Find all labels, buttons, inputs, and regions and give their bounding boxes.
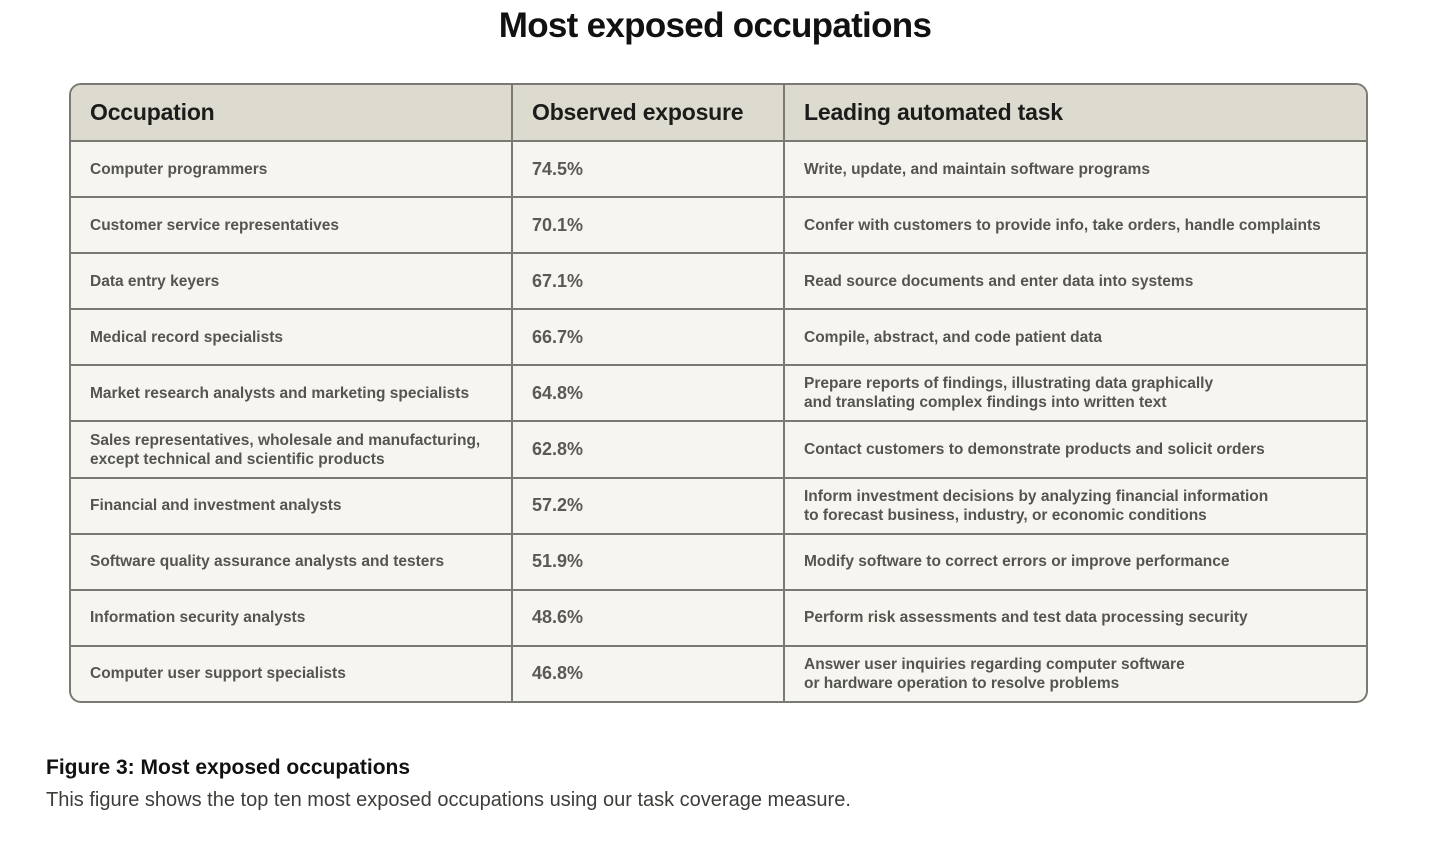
exposure-cell: 62.8% (512, 421, 785, 479)
exposure-cell: 48.6% (512, 589, 785, 647)
exposure-cell: 66.7% (512, 309, 785, 367)
table-row: Computer programmers 74.5% Write, update… (71, 141, 1366, 199)
exposure-cell: 64.8% (512, 365, 785, 423)
table-row: Data entry keyers 67.1% Read source docu… (71, 253, 1366, 311)
table-header-row: Occupation Observed exposure Leading aut… (71, 85, 1366, 142)
occupation-cell: Information security analysts (71, 589, 513, 647)
table-row: Sales representatives, wholesale and man… (71, 421, 1366, 479)
exposure-cell: 57.2% (512, 477, 785, 535)
figure-title: Most exposed occupations (498, 6, 932, 45)
figure-caption-title: Figure 3: Most exposed occupations (46, 756, 411, 779)
exposure-cell: 74.5% (512, 141, 785, 199)
table-body: Computer programmers 74.5% Write, update… (71, 141, 1366, 701)
table-row: Market research analysts and marketing s… (71, 365, 1366, 423)
exposure-cell: 70.1% (512, 197, 785, 255)
occupation-cell: Computer programmers (71, 141, 513, 199)
table-row: Computer user support specialists 46.8% … (71, 645, 1366, 701)
task-cell: Compile, abstract, and code patient data (784, 309, 1366, 367)
table-row: Information security analysts 48.6% Perf… (71, 589, 1366, 647)
occupation-cell: Customer service representatives (71, 197, 513, 255)
table-row: Medical record specialists 66.7% Compile… (71, 309, 1366, 367)
occupation-cell: Market research analysts and marketing s… (71, 365, 513, 423)
task-cell: Write, update, and maintain software pro… (784, 141, 1366, 199)
task-cell: Read source documents and enter data int… (784, 253, 1366, 311)
occupation-cell: Financial and investment analysts (71, 477, 513, 535)
column-header-occupation: Occupation (71, 85, 513, 142)
figure-caption-text: This figure shows the top ten most expos… (46, 789, 851, 811)
table-row: Software quality assurance analysts and … (71, 533, 1366, 591)
occupation-cell: Data entry keyers (71, 253, 513, 311)
task-cell: Prepare reports of findings, illustratin… (784, 365, 1366, 423)
exposure-table-grid: Occupation Observed exposure Leading aut… (71, 85, 1366, 701)
occupation-cell: Software quality assurance analysts and … (71, 533, 513, 591)
exposure-cell: 46.8% (512, 645, 785, 701)
exposure-cell: 51.9% (512, 533, 785, 591)
task-cell: Modify software to correct errors or imp… (784, 533, 1366, 591)
task-cell: Inform investment decisions by analyzing… (784, 477, 1366, 535)
column-header-observed-exposure: Observed exposure (512, 85, 785, 142)
task-cell: Confer with customers to provide info, t… (784, 197, 1366, 255)
table-row: Financial and investment analysts 57.2% … (71, 477, 1366, 535)
occupation-cell: Sales representatives, wholesale and man… (71, 421, 513, 479)
column-header-leading-automated-task: Leading automated task (784, 85, 1366, 142)
table-row: Customer service representatives 70.1% C… (71, 197, 1366, 255)
task-cell: Perform risk assessments and test data p… (784, 589, 1366, 647)
task-cell: Answer user inquiries regarding computer… (804, 655, 1185, 692)
occupation-cell: Computer user support specialists (71, 645, 513, 701)
task-cell: Contact customers to demonstrate product… (784, 421, 1366, 479)
occupation-cell: Medical record specialists (71, 309, 513, 367)
exposure-table: Occupation Observed exposure Leading aut… (69, 83, 1368, 703)
exposure-cell: 67.1% (512, 253, 785, 311)
